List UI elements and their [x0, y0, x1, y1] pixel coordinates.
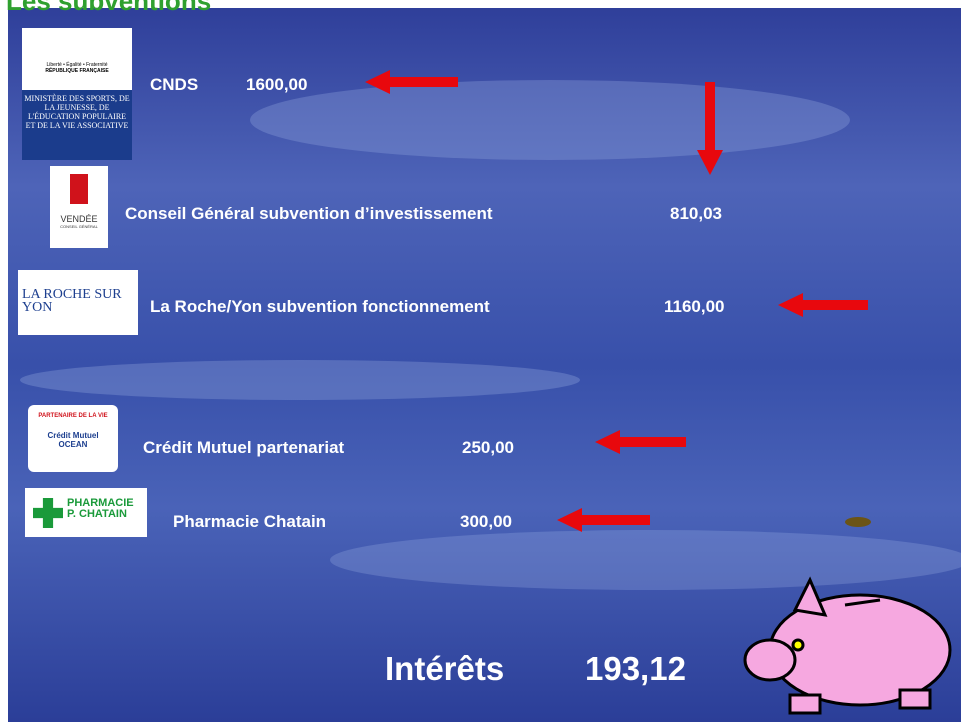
logo-text: OCEAN	[28, 440, 118, 449]
logo-ministere: Liberté • Égalité • Fraternité RÉPUBLIQU…	[22, 28, 132, 160]
amount: 810,03	[670, 204, 722, 224]
amount: 300,00	[460, 512, 512, 532]
logo-text: Crédit Mutuel	[28, 431, 118, 440]
org-name: CNDS	[150, 75, 198, 95]
amount: 1600,00	[246, 75, 307, 95]
coin	[845, 517, 871, 527]
org-name: Pharmacie Chatain	[173, 512, 326, 532]
logo-credit-mutuel: PARTENAIRE DE LA VIE Crédit Mutuel OCEAN	[28, 405, 118, 472]
org-name: La Roche/Yon subvention fonctionnement	[150, 297, 490, 317]
background	[0, 0, 961, 722]
interest-amount: 193,12	[585, 650, 686, 688]
logo-text: PHARMACIE P. CHATAIN	[67, 497, 134, 520]
logo-vendee: VENDÉE CONSEIL GÉNÉRAL	[50, 166, 108, 248]
amount: 1160,00	[664, 297, 725, 317]
logo-roche: LA ROCHE SUR YON	[18, 270, 138, 335]
logo-text: MINISTÈRE DES SPORTS, DE LA JEUNESSE, DE…	[22, 90, 132, 160]
org-name: Crédit Mutuel partenariat	[143, 438, 344, 458]
title: Les subventions	[6, 0, 211, 17]
logo-text: PARTENAIRE DE LA VIE	[28, 413, 118, 419]
amount: 250,00	[462, 438, 514, 458]
logo-text: RÉPUBLIQUE FRANÇAISE	[22, 68, 132, 74]
interest-label: Intérêts	[385, 650, 504, 688]
logo-pharmacie: PHARMACIE P. CHATAIN	[25, 488, 147, 537]
slide: Les subventions Liberté • Égalité • Frat…	[0, 0, 961, 722]
org-name: Conseil Général subvention d’investissem…	[125, 204, 493, 224]
logo-text: CONSEIL GÉNÉRAL	[50, 224, 108, 229]
logo-text: VENDÉE	[50, 214, 108, 224]
